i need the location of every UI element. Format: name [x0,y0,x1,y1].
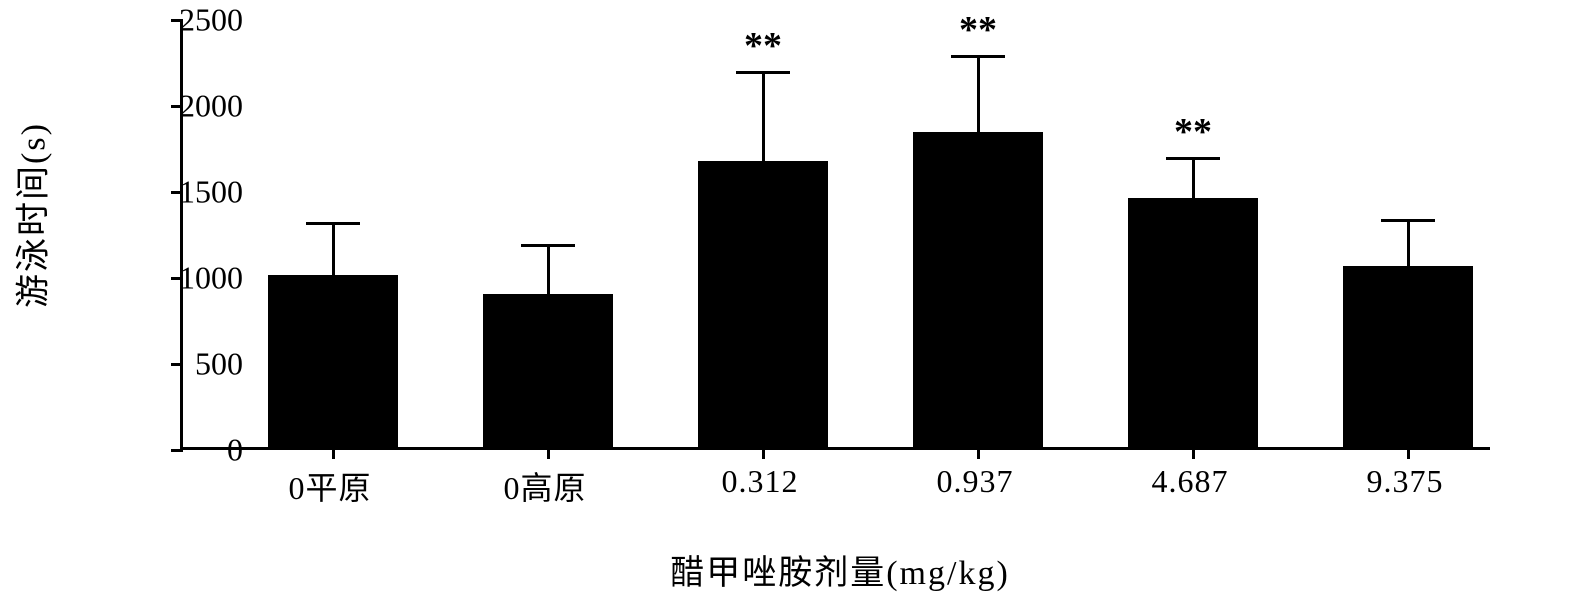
y-tick-label: 500 [195,346,243,383]
y-tick-label: 0 [227,432,243,469]
bar [913,132,1043,447]
y-tick [171,363,183,366]
y-tick-label: 1500 [179,174,243,211]
error-bar [977,56,980,135]
x-tick [1407,447,1410,459]
x-tick-label: 9.375 [1367,463,1444,500]
y-axis-title: 游泳时间(s) [6,122,55,308]
x-tick-label: 0平原 [288,463,371,509]
y-tick-label: 2000 [179,88,243,125]
bar [1343,266,1473,447]
x-tick [977,447,980,459]
error-bar [1407,220,1410,270]
x-tick-label: 0.937 [937,463,1014,500]
y-tick-label: 1000 [179,260,243,297]
error-bar [332,223,335,278]
error-bar-cap [1166,157,1220,160]
bar [483,294,613,447]
x-tick [1192,447,1195,459]
error-bar-cap [521,244,575,247]
x-tick-label: 4.687 [1152,463,1229,500]
plot-area: ****** [180,20,1490,450]
x-tick-label: 0高原 [503,463,586,509]
x-tick [547,447,550,459]
y-tick-label: 2500 [179,2,243,39]
y-tick [171,449,183,452]
error-bar-cap [306,222,360,225]
significance-marker: ** [1174,110,1212,154]
x-tick [332,447,335,459]
error-bar-cap [951,55,1005,58]
error-bar-cap [1381,219,1435,222]
bar [268,275,398,447]
x-tick-label: 0.312 [722,463,799,500]
bar [1128,198,1258,447]
significance-marker: ** [744,24,782,68]
error-bar-cap [736,71,790,74]
bar [698,161,828,447]
chart-container: ****** 0平原0高原0.3120.9374.6879.375 [180,20,1520,580]
error-bar [1192,158,1195,201]
x-tick [762,447,765,459]
error-bar [762,72,765,165]
error-bar [547,245,550,297]
significance-marker: ** [959,8,997,52]
